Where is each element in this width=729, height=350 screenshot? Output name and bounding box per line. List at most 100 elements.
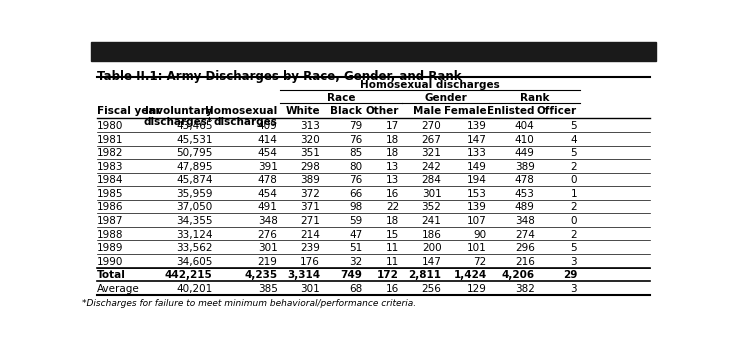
Text: 15: 15 (386, 230, 399, 239)
Text: 4,206: 4,206 (502, 270, 534, 280)
Text: 186: 186 (421, 230, 442, 239)
Text: 85: 85 (349, 148, 362, 158)
Text: 214: 214 (300, 230, 320, 239)
Text: 1981: 1981 (97, 135, 123, 145)
Text: 1983: 1983 (97, 162, 123, 172)
Text: 34,355: 34,355 (176, 216, 213, 226)
Text: 5: 5 (570, 148, 577, 158)
Text: 449: 449 (515, 148, 534, 158)
Text: 139: 139 (467, 202, 487, 212)
Text: 1985: 1985 (97, 189, 123, 199)
Text: 352: 352 (421, 202, 442, 212)
Text: 200: 200 (422, 243, 442, 253)
Text: 80: 80 (349, 162, 362, 172)
Text: 385: 385 (257, 284, 278, 294)
Text: 242: 242 (421, 162, 442, 172)
Text: 47: 47 (349, 230, 362, 239)
Text: 4: 4 (570, 135, 577, 145)
Text: 79: 79 (349, 121, 362, 131)
Text: Involuntary
discharges*: Involuntary discharges* (144, 105, 213, 127)
Text: 76: 76 (349, 135, 362, 145)
Text: 147: 147 (467, 135, 487, 145)
Text: 5: 5 (570, 121, 577, 131)
Text: 284: 284 (421, 175, 442, 186)
Text: 34,605: 34,605 (176, 257, 213, 267)
Text: 453: 453 (515, 189, 534, 199)
Text: 372: 372 (300, 189, 320, 199)
Text: 43,465: 43,465 (176, 121, 213, 131)
Text: 40,201: 40,201 (176, 284, 213, 294)
Text: 59: 59 (349, 216, 362, 226)
Text: Gender: Gender (424, 93, 467, 103)
Text: Table II.1: Army Discharges by Race, Gender, and Rank: Table II.1: Army Discharges by Race, Gen… (97, 70, 461, 83)
Text: 18: 18 (386, 148, 399, 158)
Text: 45,531: 45,531 (176, 135, 213, 145)
Text: 35,959: 35,959 (176, 189, 213, 199)
Text: 301: 301 (421, 189, 442, 199)
Text: 239: 239 (300, 243, 320, 253)
Text: 267: 267 (421, 135, 442, 145)
Text: 153: 153 (467, 189, 487, 199)
Text: 454: 454 (257, 148, 278, 158)
Text: 274: 274 (515, 230, 534, 239)
Text: 2,811: 2,811 (408, 270, 442, 280)
Text: 17: 17 (386, 121, 399, 131)
Text: 149: 149 (467, 162, 487, 172)
Text: 1990: 1990 (97, 257, 123, 267)
Text: 348: 348 (257, 216, 278, 226)
Text: Total: Total (97, 270, 125, 280)
Text: 409: 409 (258, 121, 278, 131)
Text: 16: 16 (386, 284, 399, 294)
Text: 90: 90 (473, 230, 487, 239)
Text: 491: 491 (257, 202, 278, 212)
Text: Homosexual discharges: Homosexual discharges (360, 80, 500, 90)
Text: 2: 2 (570, 230, 577, 239)
Bar (91, 42, 656, 61)
Text: 389: 389 (300, 175, 320, 186)
Text: 489: 489 (515, 202, 534, 212)
Text: 29: 29 (563, 270, 577, 280)
Text: 22: 22 (386, 202, 399, 212)
Text: 276: 276 (257, 230, 278, 239)
Text: 256: 256 (421, 284, 442, 294)
Text: 3: 3 (570, 257, 577, 267)
Text: 219: 219 (257, 257, 278, 267)
Text: 320: 320 (300, 135, 320, 145)
Text: 1984: 1984 (97, 175, 123, 186)
Text: 296: 296 (515, 243, 534, 253)
Text: 98: 98 (349, 202, 362, 212)
Text: 404: 404 (515, 121, 534, 131)
Text: 1: 1 (570, 189, 577, 199)
Text: 1987: 1987 (97, 216, 123, 226)
Text: 271: 271 (300, 216, 320, 226)
Text: 351: 351 (300, 148, 320, 158)
Text: 68: 68 (349, 284, 362, 294)
Text: 172: 172 (377, 270, 399, 280)
Text: Enlisted: Enlisted (487, 105, 534, 116)
Text: 1982: 1982 (97, 148, 123, 158)
Text: 147: 147 (421, 257, 442, 267)
Text: 4,235: 4,235 (244, 270, 278, 280)
Text: 5: 5 (570, 243, 577, 253)
Text: 107: 107 (467, 216, 487, 226)
Text: 348: 348 (515, 216, 534, 226)
Text: 176: 176 (300, 257, 320, 267)
Text: 478: 478 (257, 175, 278, 186)
Text: Female: Female (444, 105, 487, 116)
Text: 47,895: 47,895 (176, 162, 213, 172)
Text: 139: 139 (467, 121, 487, 131)
Text: 11: 11 (386, 243, 399, 253)
Text: 313: 313 (300, 121, 320, 131)
Text: 18: 18 (386, 135, 399, 145)
Text: 11: 11 (386, 257, 399, 267)
Text: 478: 478 (515, 175, 534, 186)
Text: 410: 410 (515, 135, 534, 145)
Text: 32: 32 (349, 257, 362, 267)
Text: 2: 2 (570, 162, 577, 172)
Text: Male: Male (413, 105, 442, 116)
Text: 442,215: 442,215 (165, 270, 213, 280)
Text: 1989: 1989 (97, 243, 123, 253)
Text: 414: 414 (257, 135, 278, 145)
Text: 37,050: 37,050 (176, 202, 213, 212)
Text: 1,424: 1,424 (453, 270, 487, 280)
